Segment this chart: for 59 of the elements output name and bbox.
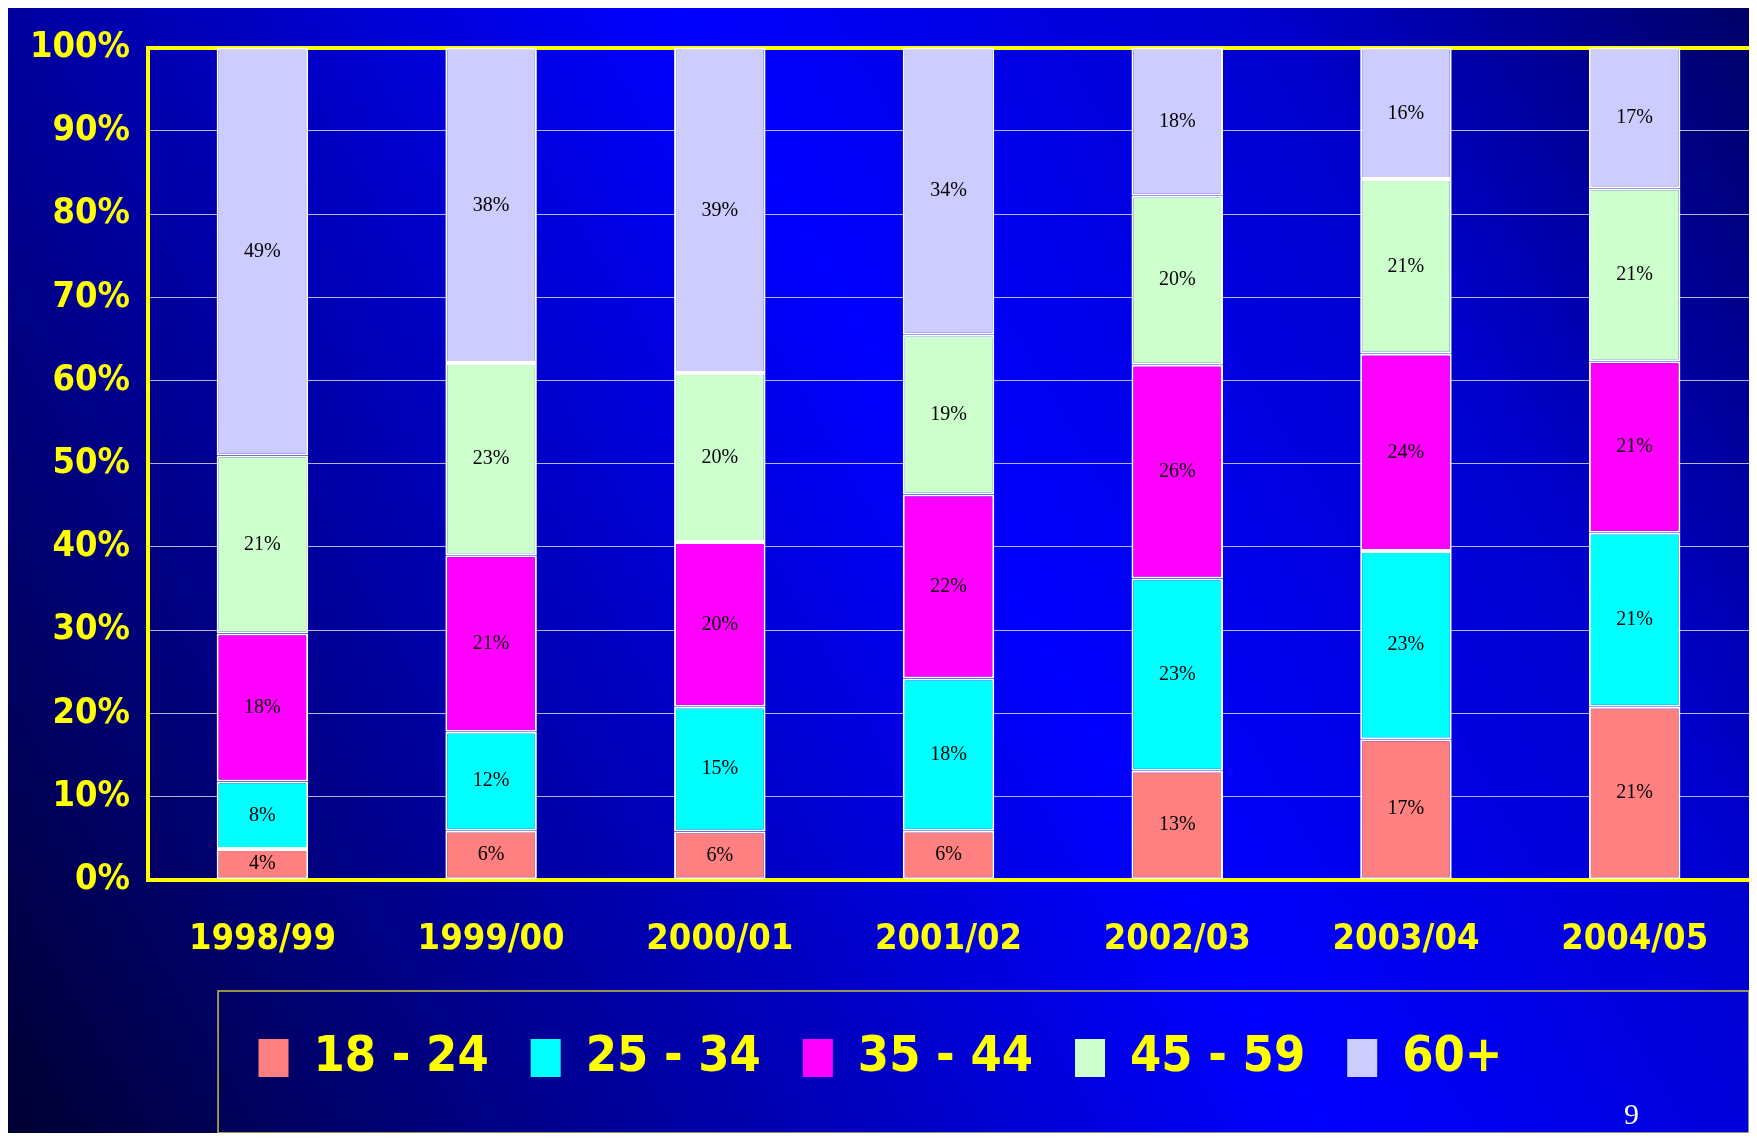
data-label: 17% — [1616, 105, 1653, 128]
x-tick-label: 2003/04 — [1332, 915, 1480, 957]
data-label: 21% — [472, 630, 510, 653]
data-label: 18% — [1158, 108, 1196, 131]
legend-label: 45 - 59 — [1130, 1024, 1306, 1083]
y-tick-label: 50% — [52, 440, 131, 482]
data-label: 39% — [701, 197, 739, 220]
y-tick-label: 10% — [52, 772, 131, 814]
y-tick-label: 100% — [29, 23, 131, 65]
x-tick-label: 2001/02 — [875, 915, 1023, 957]
y-tick-label: 0% — [75, 856, 131, 898]
data-label: 16% — [1387, 100, 1425, 123]
data-label: 6% — [935, 842, 962, 865]
y-tick-label: 60% — [52, 356, 131, 398]
data-label: 49% — [244, 238, 281, 261]
data-label: 18% — [930, 741, 967, 764]
legend-label: 18 - 24 — [313, 1024, 489, 1083]
data-label: 12% — [472, 768, 510, 791]
data-label: 21% — [244, 531, 281, 554]
data-label: 23% — [472, 446, 510, 469]
data-label: 21% — [1616, 434, 1653, 457]
data-label: 20% — [1158, 267, 1196, 290]
data-label: 8% — [249, 802, 276, 825]
legend-label: 60+ — [1402, 1024, 1503, 1083]
legend-label: 35 - 44 — [857, 1024, 1034, 1083]
data-label: 34% — [930, 178, 967, 201]
data-label: 26% — [1158, 458, 1196, 481]
data-label: 13% — [1158, 812, 1196, 835]
legend-label: 25 - 34 — [585, 1024, 761, 1083]
y-tick-label: 20% — [52, 689, 131, 731]
y-tick-label: 70% — [52, 273, 131, 315]
x-tick-label: 1999/00 — [417, 915, 565, 957]
data-label: 15% — [701, 756, 739, 779]
x-tick-label: 1998/99 — [188, 915, 336, 957]
x-tick-label: 2000/01 — [646, 915, 794, 957]
data-label: 20% — [701, 611, 739, 634]
data-label: 22% — [930, 573, 967, 596]
data-label: 18% — [244, 694, 281, 717]
data-label: 21% — [1616, 262, 1653, 285]
text: 9 — [1624, 1096, 1639, 1130]
data-label: 21% — [1387, 253, 1425, 276]
y-tick-label: 40% — [52, 523, 131, 565]
data-label: 4% — [249, 851, 276, 874]
data-label: 6% — [706, 842, 734, 865]
y-tick-label: 80% — [52, 190, 131, 232]
data-label: 19% — [930, 401, 967, 424]
data-label: 6% — [477, 842, 505, 865]
data-label: 17% — [1387, 796, 1425, 819]
x-tick-label: 2004/05 — [1561, 915, 1709, 957]
y-tick-label: 90% — [52, 107, 131, 149]
data-label: 38% — [472, 192, 510, 215]
data-label: 23% — [1158, 661, 1196, 684]
x-tick-label: 2002/03 — [1103, 915, 1251, 957]
data-label: 23% — [1387, 632, 1425, 655]
data-label: 21% — [1616, 780, 1653, 803]
y-tick-label: 30% — [52, 606, 131, 648]
data-label: 21% — [1616, 606, 1653, 629]
data-label: 24% — [1387, 439, 1425, 462]
data-label: 20% — [701, 444, 739, 467]
